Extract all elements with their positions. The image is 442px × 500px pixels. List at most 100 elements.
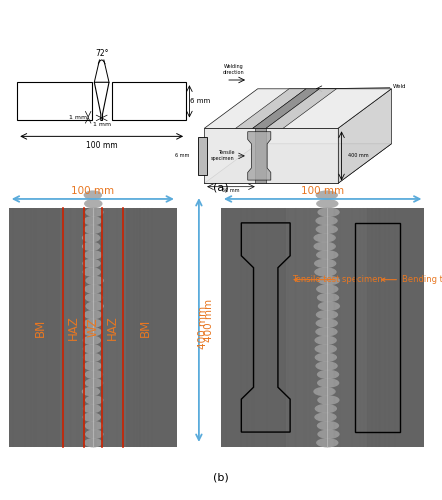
Ellipse shape bbox=[84, 361, 102, 370]
Polygon shape bbox=[266, 89, 336, 128]
Text: BM: BM bbox=[34, 318, 46, 336]
Ellipse shape bbox=[84, 438, 103, 448]
Text: 400 mm: 400 mm bbox=[348, 154, 368, 158]
Text: Weld: Weld bbox=[392, 84, 406, 89]
Ellipse shape bbox=[85, 396, 103, 404]
Ellipse shape bbox=[82, 387, 100, 396]
Ellipse shape bbox=[318, 276, 340, 285]
Text: Joint: Joint bbox=[200, 142, 205, 153]
Ellipse shape bbox=[316, 224, 338, 234]
Text: 72°: 72° bbox=[95, 49, 108, 58]
Ellipse shape bbox=[315, 344, 337, 354]
Ellipse shape bbox=[83, 344, 101, 354]
Text: 6 mm: 6 mm bbox=[175, 154, 190, 158]
Ellipse shape bbox=[317, 208, 340, 217]
Bar bbox=[286, 208, 367, 447]
Text: 1 mm: 1 mm bbox=[69, 115, 88, 120]
Text: BM: BM bbox=[139, 318, 152, 336]
Ellipse shape bbox=[318, 302, 340, 311]
Text: WZ: WZ bbox=[86, 318, 99, 338]
Text: HAZ: HAZ bbox=[201, 162, 205, 171]
Polygon shape bbox=[204, 144, 392, 184]
Text: 50 mm: 50 mm bbox=[222, 188, 240, 193]
Bar bbox=[60, 208, 126, 447]
Ellipse shape bbox=[314, 412, 337, 422]
Text: Tensile
specimen: Tensile specimen bbox=[211, 150, 234, 162]
Ellipse shape bbox=[85, 293, 103, 302]
Ellipse shape bbox=[84, 318, 102, 328]
Ellipse shape bbox=[84, 310, 102, 320]
Ellipse shape bbox=[316, 199, 339, 208]
Text: (a): (a) bbox=[213, 182, 229, 192]
Polygon shape bbox=[204, 89, 392, 128]
Bar bbox=[112, 82, 186, 120]
Ellipse shape bbox=[316, 216, 338, 226]
Ellipse shape bbox=[84, 190, 102, 200]
Ellipse shape bbox=[314, 258, 336, 268]
Ellipse shape bbox=[84, 250, 103, 260]
Polygon shape bbox=[252, 89, 320, 128]
Ellipse shape bbox=[83, 404, 101, 413]
Ellipse shape bbox=[85, 378, 103, 388]
Bar bbox=[355, 223, 400, 432]
Ellipse shape bbox=[82, 233, 100, 242]
Ellipse shape bbox=[314, 336, 337, 345]
Ellipse shape bbox=[85, 302, 104, 311]
Ellipse shape bbox=[316, 284, 339, 294]
Ellipse shape bbox=[317, 430, 340, 439]
Ellipse shape bbox=[85, 370, 103, 379]
Text: 100 mm: 100 mm bbox=[71, 186, 114, 196]
Ellipse shape bbox=[82, 258, 101, 268]
Ellipse shape bbox=[314, 268, 337, 276]
Ellipse shape bbox=[84, 216, 102, 226]
Text: 100 mm: 100 mm bbox=[301, 186, 344, 196]
Text: (b): (b) bbox=[213, 472, 229, 482]
Text: 1 mm: 1 mm bbox=[92, 122, 111, 126]
Ellipse shape bbox=[84, 224, 102, 234]
Text: Bending test specimen: Bending test specimen bbox=[381, 275, 442, 284]
Ellipse shape bbox=[83, 412, 101, 422]
Ellipse shape bbox=[85, 208, 103, 217]
Ellipse shape bbox=[85, 276, 104, 285]
Ellipse shape bbox=[316, 438, 339, 448]
Ellipse shape bbox=[316, 318, 338, 328]
Ellipse shape bbox=[317, 370, 339, 379]
Ellipse shape bbox=[313, 387, 335, 396]
Text: HAZ: HAZ bbox=[201, 135, 205, 143]
Ellipse shape bbox=[82, 242, 100, 251]
Ellipse shape bbox=[317, 396, 339, 404]
Ellipse shape bbox=[85, 430, 103, 439]
Text: HAZ: HAZ bbox=[106, 315, 119, 340]
Text: Tensile test specimen: Tensile test specimen bbox=[292, 275, 383, 284]
Polygon shape bbox=[236, 89, 306, 128]
Text: 400 mm: 400 mm bbox=[198, 306, 208, 349]
Text: HAZ: HAZ bbox=[67, 315, 80, 340]
Text: 100 mm: 100 mm bbox=[86, 142, 118, 150]
Bar bbox=[198, 137, 207, 174]
Ellipse shape bbox=[315, 352, 337, 362]
Ellipse shape bbox=[316, 250, 339, 260]
Polygon shape bbox=[94, 82, 109, 120]
Ellipse shape bbox=[84, 421, 103, 430]
Text: Welding
direction: Welding direction bbox=[223, 64, 244, 74]
Ellipse shape bbox=[316, 310, 338, 320]
Ellipse shape bbox=[83, 352, 101, 362]
Ellipse shape bbox=[83, 336, 101, 345]
Polygon shape bbox=[338, 89, 392, 184]
Ellipse shape bbox=[316, 190, 338, 200]
Ellipse shape bbox=[317, 293, 339, 302]
Polygon shape bbox=[248, 132, 271, 180]
Text: 400 mm: 400 mm bbox=[204, 298, 214, 342]
Ellipse shape bbox=[313, 242, 336, 251]
Bar bbox=[255, 128, 266, 184]
Ellipse shape bbox=[84, 199, 103, 208]
Ellipse shape bbox=[317, 378, 339, 388]
Ellipse shape bbox=[84, 327, 102, 336]
Bar bbox=[17, 82, 91, 120]
Ellipse shape bbox=[313, 233, 336, 242]
Ellipse shape bbox=[315, 327, 338, 336]
Ellipse shape bbox=[84, 284, 103, 294]
Text: 6 mm: 6 mm bbox=[190, 98, 210, 104]
Ellipse shape bbox=[316, 361, 338, 370]
Ellipse shape bbox=[315, 404, 337, 413]
